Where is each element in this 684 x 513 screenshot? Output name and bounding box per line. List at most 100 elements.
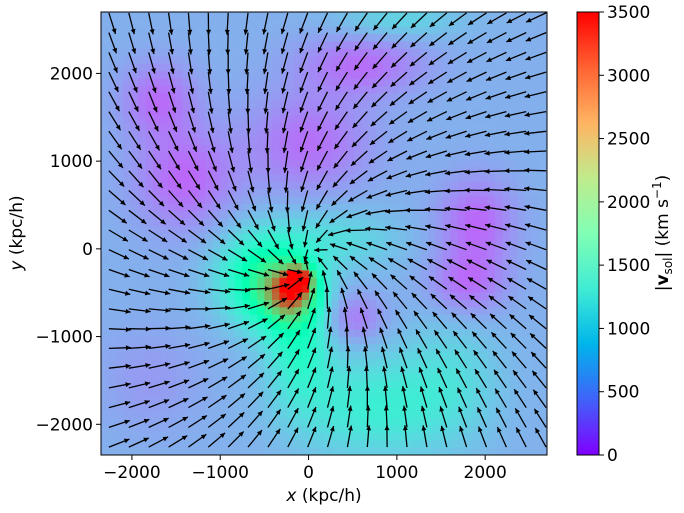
heatmap-cell: [197, 336, 206, 345]
quiver-arrow-head: [207, 69, 213, 75]
heatmap-cell: [472, 395, 481, 404]
heatmap-cell: [524, 373, 533, 382]
quiver-arrow-head: [311, 347, 317, 354]
heatmap-cell: [539, 255, 547, 264]
heatmap-cell: [398, 307, 407, 316]
heatmap-cell: [435, 425, 444, 434]
heatmap-cell: [160, 174, 169, 183]
heatmap-cell: [212, 240, 221, 249]
heatmap-cell: [249, 403, 258, 412]
heatmap-cell: [517, 41, 526, 50]
quiver-arrow-head: [217, 221, 223, 227]
heatmap-cell: [138, 299, 147, 308]
quiver-arrow-head: [485, 223, 491, 229]
quiver-arrow-head: [225, 305, 231, 311]
heatmap-cell: [435, 322, 444, 331]
heatmap-cell: [242, 159, 251, 168]
heatmap-cell: [413, 167, 422, 176]
heatmap-cell: [338, 410, 347, 419]
heatmap-cell: [301, 329, 310, 338]
heatmap-cell: [182, 167, 191, 176]
heatmap-cell: [390, 226, 399, 235]
heatmap-cell: [346, 85, 355, 94]
heatmap-cell: [331, 130, 340, 139]
heatmap-cell: [249, 41, 258, 50]
heatmap-cell: [487, 344, 496, 353]
heatmap-cell: [442, 144, 451, 153]
heatmap-cell: [383, 93, 392, 102]
heatmap-cell: [123, 425, 132, 434]
heatmap-cell: [257, 12, 266, 20]
heatmap-cell: [532, 447, 541, 455]
heatmap-cell: [190, 93, 199, 102]
heatmap-cell: [413, 418, 422, 427]
heatmap-cell: [428, 336, 437, 345]
quiver-arrow-head: [508, 296, 514, 302]
heatmap-cell: [383, 152, 392, 161]
heatmap-cell: [205, 233, 214, 242]
heatmap-cell: [368, 189, 377, 198]
heatmap-cell: [242, 233, 251, 242]
heatmap-cell: [383, 12, 392, 20]
heatmap-cell: [442, 425, 451, 434]
quiver-arrow-head: [409, 61, 416, 67]
heatmap-cell: [435, 447, 444, 455]
heatmap-cell: [338, 359, 347, 367]
quiver-arrow-head: [492, 350, 498, 357]
heatmap-cell: [338, 299, 347, 308]
heatmap-cell: [413, 432, 422, 441]
quiver-arrow-head: [264, 128, 269, 134]
heatmap-cell: [517, 344, 526, 353]
heatmap-cell: [487, 233, 496, 242]
quiver-arrow-head: [466, 95, 472, 101]
heatmap-cell: [465, 85, 474, 94]
heatmap-cell: [450, 381, 459, 390]
heatmap-cell: [138, 395, 147, 404]
heatmap-cell: [301, 189, 310, 198]
heatmap-cell: [405, 41, 414, 50]
heatmap-cell: [524, 122, 533, 131]
heatmap-cell: [413, 425, 422, 434]
heatmap-cell: [138, 211, 147, 220]
heatmap-cell: [450, 71, 459, 80]
heatmap-cell: [167, 181, 176, 190]
heatmap-cell: [138, 34, 147, 43]
heatmap-cell: [435, 56, 444, 65]
heatmap-cell: [420, 26, 429, 35]
quiver-arrow-head: [336, 65, 341, 72]
heatmap-cell: [138, 351, 147, 360]
colorbar-tick-label: 500: [607, 383, 639, 403]
heatmap-cell: [398, 48, 407, 57]
heatmap-cell: [286, 410, 295, 419]
heatmap-cell: [309, 107, 318, 116]
heatmap-cell: [294, 159, 303, 168]
heatmap-cell: [138, 263, 147, 272]
heatmap-cell: [524, 196, 533, 205]
heatmap-cell: [435, 78, 444, 87]
heatmap-cell: [405, 263, 414, 272]
heatmap-cell: [190, 277, 199, 286]
heatmap-cell: [219, 292, 228, 301]
heatmap-cell: [472, 12, 481, 20]
heatmap-cell: [175, 447, 184, 455]
heatmap-cell: [465, 285, 474, 294]
heatmap-cell: [502, 292, 511, 301]
heatmap-cell: [175, 299, 184, 308]
heatmap-cell: [509, 233, 518, 242]
heatmap-cell: [450, 307, 459, 316]
heatmap-cell: [487, 196, 496, 205]
heatmap-cell: [108, 26, 117, 35]
heatmap-cell: [405, 181, 414, 190]
heatmap-cell: [346, 41, 355, 50]
heatmap-cell: [524, 107, 533, 116]
heatmap-cell: [182, 440, 191, 449]
heatmap-cell: [101, 34, 110, 43]
quiver-arrow-head: [299, 146, 305, 153]
heatmap-cell: [502, 233, 511, 242]
heatmap-cell: [324, 447, 333, 455]
heatmap-cell: [472, 48, 481, 57]
heatmap-cell: [101, 211, 110, 220]
heatmap-cell: [123, 403, 132, 412]
heatmap-cell: [123, 248, 132, 257]
heatmap-cell: [123, 85, 132, 94]
